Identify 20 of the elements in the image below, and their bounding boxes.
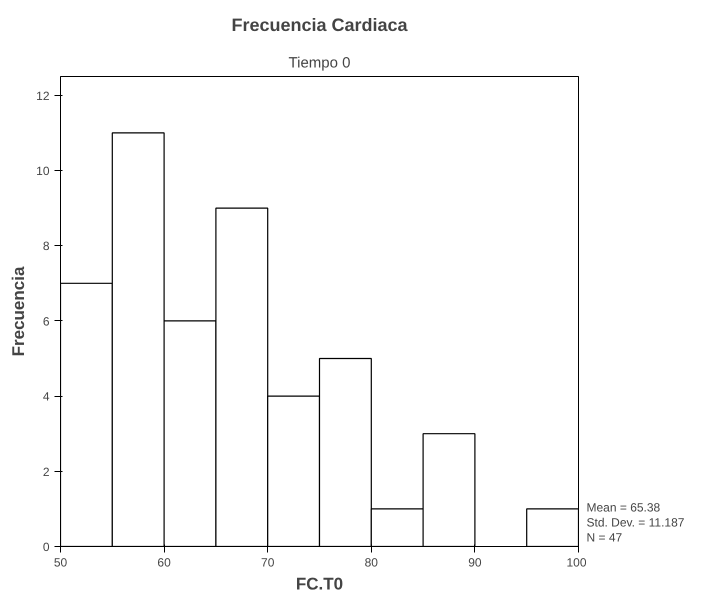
y-tick-label: 10	[36, 164, 50, 178]
x-tick-label: 100	[566, 556, 587, 570]
text: N = 47	[586, 530, 623, 544]
x-tick-label: 90	[468, 556, 482, 570]
x-tick-label: 80	[364, 556, 378, 570]
x-tick-label: 50	[54, 556, 68, 570]
y-tick-label: 8	[42, 239, 50, 254]
y-tick-label: 6	[42, 314, 50, 328]
x-axis-title: FC.T0	[296, 574, 344, 594]
text: Std. Dev. = 11.187	[586, 516, 685, 530]
chart-title: Frecuencia Cardiaca	[231, 15, 409, 35]
text: Mean = 65.38	[586, 500, 661, 514]
x-tick-label: 70	[261, 556, 275, 570]
y-tick-label: 12	[36, 88, 50, 103]
y-tick-label: 2	[42, 464, 50, 479]
y-axis-title: Frecuencia	[9, 266, 28, 356]
y-tick-label: 0	[42, 540, 50, 554]
chart-subtitle: Tiempo 0	[288, 54, 350, 72]
y-tick-label: 4	[42, 390, 50, 404]
x-tick-label: 60	[157, 556, 172, 570]
